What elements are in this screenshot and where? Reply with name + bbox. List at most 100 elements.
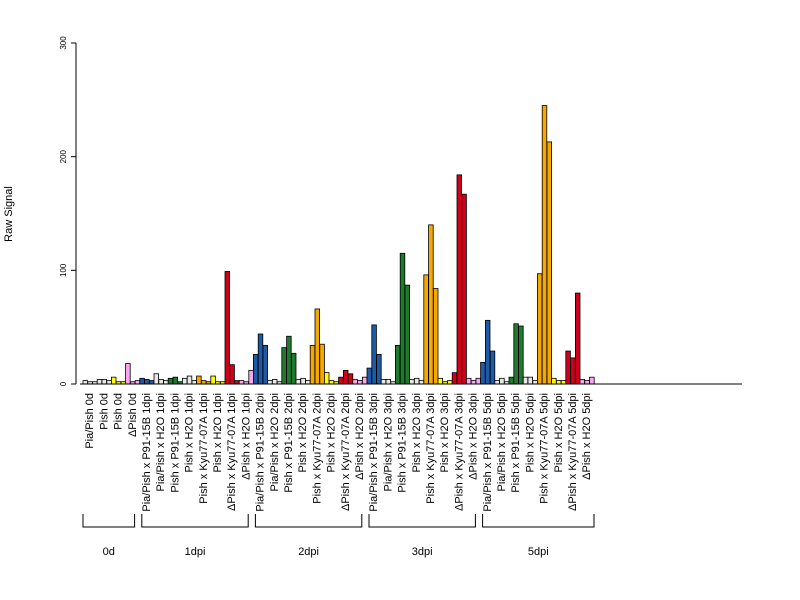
bar	[229, 364, 235, 385]
group-bracket-line	[254, 514, 363, 528]
bar	[96, 379, 103, 385]
category-label: ΔPish x H2O 5dpi	[581, 393, 593, 480]
bar	[323, 372, 330, 385]
bar-group	[394, 252, 410, 385]
bar	[286, 335, 292, 385]
bar-group	[96, 379, 112, 385]
bar	[125, 363, 131, 385]
bar-group	[82, 380, 98, 385]
bar	[314, 308, 320, 385]
bar	[305, 380, 311, 385]
bar	[508, 376, 514, 385]
category-label: Pish 0d	[113, 393, 125, 430]
group-bracket: 2dpi	[254, 514, 363, 558]
y-tick-label: 100	[59, 263, 68, 277]
category-label: Pish x H2O 2dpi	[326, 393, 338, 472]
category-label: Pish x H2O 1dpi	[184, 393, 196, 472]
bar-group	[437, 377, 453, 385]
bar-group	[181, 375, 197, 385]
bar	[409, 379, 415, 385]
bar	[347, 373, 354, 385]
category-label: Pia/Pish x H2O 2dpi	[269, 393, 281, 491]
bar	[394, 344, 401, 385]
bar	[196, 375, 202, 385]
bar	[399, 252, 406, 385]
bar	[551, 377, 557, 385]
bar	[423, 274, 429, 385]
category-label: Pia/Pish 0d	[84, 393, 96, 449]
bar	[527, 376, 533, 385]
bar	[248, 369, 254, 385]
bar	[338, 376, 344, 385]
bar	[380, 379, 387, 385]
bar	[475, 377, 481, 385]
bar	[262, 344, 268, 385]
bar-group	[153, 373, 169, 385]
bar	[575, 292, 581, 385]
bar	[357, 380, 363, 385]
bar-group	[111, 376, 126, 385]
category-label: ΔPish x H2O 3dpi	[468, 393, 480, 480]
bar	[200, 380, 207, 385]
bar	[186, 375, 193, 385]
bar-group	[380, 379, 396, 385]
bar	[111, 376, 117, 385]
bar	[252, 354, 259, 385]
category-label: ΔPish x Kyu77-07A 3dpi	[453, 393, 465, 511]
group-label: 5dpi	[528, 546, 549, 558]
category-label: Pish x H2O 1dpi	[212, 393, 224, 472]
bar-group	[323, 372, 339, 385]
bar-group	[252, 333, 268, 385]
bar-group	[409, 377, 425, 385]
bar	[385, 379, 391, 385]
group-label: 3dpi	[412, 546, 433, 558]
bar	[224, 271, 230, 385]
category-label: Pia/Pish x H2O 3dpi	[382, 393, 394, 491]
bar-group	[125, 363, 141, 385]
category-label: Pish x H2O 3dpi	[411, 393, 423, 472]
bar	[565, 350, 571, 385]
bar-group	[537, 105, 552, 385]
bar	[361, 376, 368, 385]
bar	[172, 376, 178, 385]
bar	[295, 379, 301, 385]
bar	[281, 347, 287, 385]
bar	[494, 380, 500, 385]
category-label: Pish x Kyu77-07A 2dpi	[311, 393, 323, 504]
group-bracket-line	[82, 514, 136, 528]
bar	[257, 333, 264, 385]
bar-group	[494, 377, 510, 385]
category-label: Pia/Pish x H2O 1dpi	[155, 393, 167, 491]
category-label: ΔPish 0d	[127, 393, 139, 437]
category-label: Pish x H2O 3dpi	[439, 393, 451, 472]
bar-group	[210, 375, 226, 385]
category-label: Pish x H2O 5dpi	[524, 393, 536, 472]
bar	[456, 174, 462, 385]
category-label: Pish x P91-15B 2dpi	[283, 393, 295, 493]
category-labels: Pia/Pish 0d Pish 0d Pish 0d ΔPish 0d Pia/Pis…	[84, 393, 593, 512]
category-label: Pia/Pish x P91-15B 5dpi	[482, 393, 494, 512]
bar	[101, 379, 107, 385]
bar	[376, 354, 382, 385]
bar	[106, 380, 112, 385]
bar	[437, 377, 443, 385]
bar	[309, 344, 316, 385]
bar	[570, 357, 576, 385]
bar	[470, 380, 477, 385]
bar-group	[267, 379, 283, 385]
bar	[465, 377, 472, 385]
bar	[191, 380, 197, 385]
bar-group	[579, 376, 595, 385]
bar	[537, 273, 543, 385]
bar-group	[167, 376, 183, 385]
group-bracket: 1dpi	[141, 514, 249, 558]
bar	[532, 380, 538, 385]
category-label: Pish x Kyu77-07A 5dpi	[539, 393, 551, 504]
bar-group	[565, 292, 581, 385]
group-bracket-line	[482, 514, 595, 528]
bar	[418, 380, 425, 385]
y-tick-label: 0	[59, 381, 68, 386]
bar	[366, 367, 372, 385]
bar-group	[508, 323, 524, 385]
bar	[541, 105, 548, 385]
